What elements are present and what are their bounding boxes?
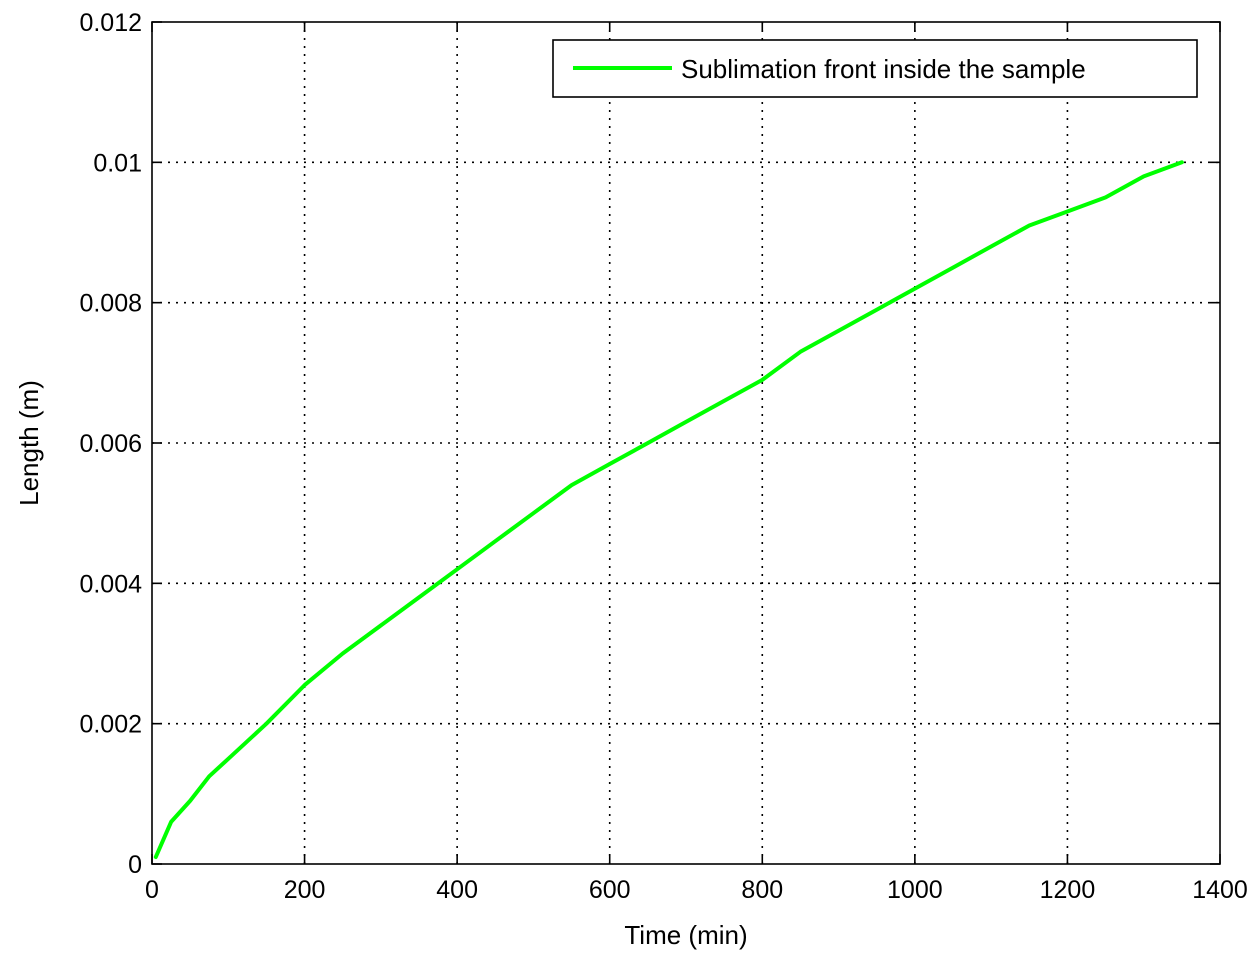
legend: Sublimation front inside the sample <box>552 39 1198 98</box>
x-tick-label: 1200 <box>1040 876 1096 904</box>
y-tick-label: 0.008 <box>79 290 142 318</box>
y-axis-label: Length (m) <box>14 380 44 506</box>
y-tick-label: 0.002 <box>79 711 142 739</box>
x-tick-label: 1000 <box>887 876 943 904</box>
y-tick-label: 0.012 <box>79 9 142 37</box>
grid-lines <box>152 22 1220 864</box>
series-layer <box>153 160 1184 859</box>
series-line-0 <box>153 160 1184 859</box>
x-tick-label: 600 <box>589 876 631 904</box>
legend-box <box>552 39 1198 98</box>
x-tick-label: 800 <box>741 876 783 904</box>
x-axis-label: Time (min) <box>624 920 747 950</box>
y-tick-label: 0 <box>128 851 142 879</box>
y-tick-label: 0.01 <box>93 149 142 177</box>
x-tick-label: 0 <box>145 876 159 904</box>
x-tick-label: 1400 <box>1192 876 1248 904</box>
x-tick-label: 200 <box>284 876 326 904</box>
x-tick-label: 400 <box>436 876 478 904</box>
y-tick-label: 0.006 <box>79 430 142 458</box>
legend-entry-label: Sublimation front inside the sample <box>681 54 1086 84</box>
tick-labels: 0 200 400 600 800 1000 1200 1400 0 0.002 0.004 0.00… <box>79 9 1247 904</box>
y-tick-label: 0.004 <box>79 570 142 598</box>
axis-ticks <box>151 21 1221 865</box>
